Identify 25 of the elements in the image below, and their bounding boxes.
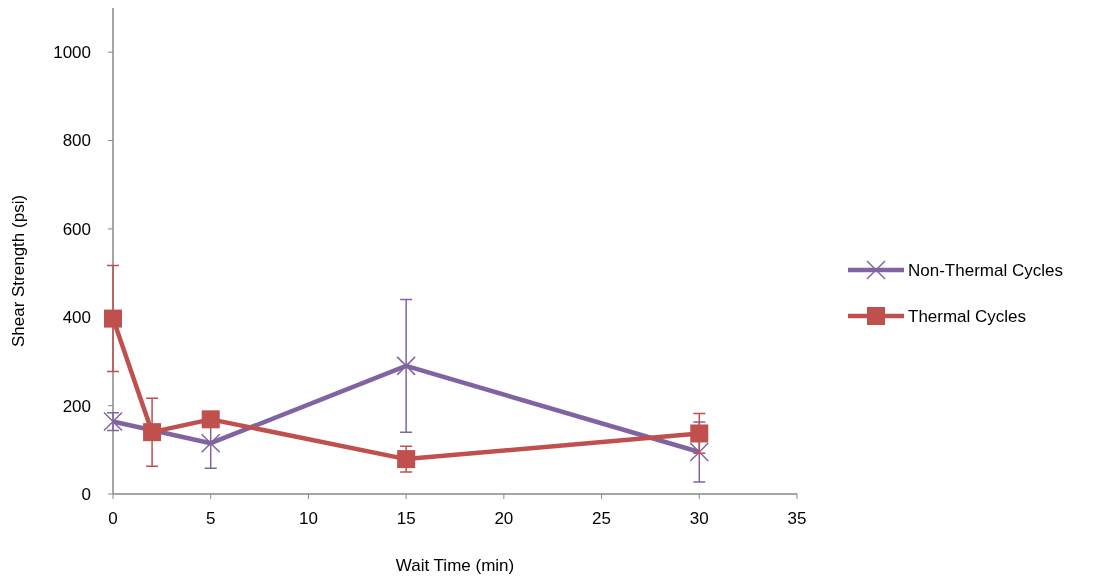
x-tick-label: 15: [396, 509, 416, 528]
point: [201, 410, 220, 429]
y-axis-title: Shear Strength (psi): [9, 194, 28, 348]
y-tick-label: 800: [62, 131, 91, 151]
point: [689, 442, 710, 462]
point: [690, 424, 709, 443]
y-tick-label: 0: [81, 484, 91, 504]
x-tick-label: 0: [108, 509, 118, 528]
x-tick-label: 35: [787, 509, 807, 528]
point: [143, 423, 162, 442]
point: [397, 450, 416, 469]
legend-label: Thermal Cycles: [908, 306, 1027, 326]
point: [396, 356, 416, 376]
legend-label: Non-Thermal Cycles: [908, 260, 1063, 280]
y-tick-label: 600: [62, 219, 91, 239]
y-tick-label: 200: [62, 396, 91, 416]
x-axis-title: Wait Time (min): [395, 556, 515, 575]
x-tick-label: 20: [494, 509, 514, 528]
x-tick-label: 25: [592, 509, 612, 528]
x-tick-label: 10: [298, 509, 318, 528]
y-tick-label: 400: [62, 308, 91, 328]
x-tick-label: 5: [205, 509, 216, 528]
point: [200, 433, 221, 453]
x-tick-label: 30: [689, 509, 709, 528]
y-tick-label: 1000: [53, 43, 91, 63]
